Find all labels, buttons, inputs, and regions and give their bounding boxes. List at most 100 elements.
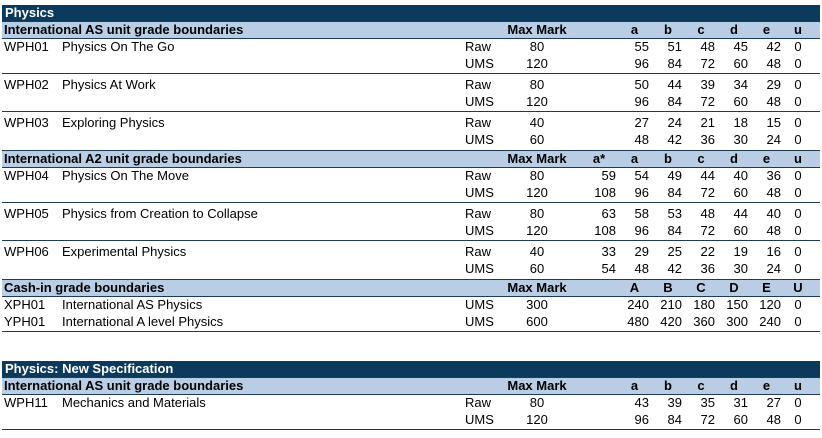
- group-header: International A2 unit grade boundaries Ma…: [2, 150, 820, 168]
- grade-value: 27: [766, 395, 781, 410]
- unit-name: Exploring Physics: [62, 115, 165, 130]
- grade-value: 27: [634, 115, 649, 130]
- grade-value: 72: [700, 94, 715, 109]
- max-mark-header: Max Mark: [507, 22, 567, 37]
- mark-type: Raw: [465, 77, 492, 92]
- qualification-name: International AS Physics: [62, 297, 203, 312]
- cashin-row: YPH01 International A level Physics UMS 600…: [2, 313, 820, 330]
- grade-value: 84: [667, 412, 682, 427]
- grade-value: 24: [667, 115, 682, 130]
- grade-value: 48: [766, 185, 781, 200]
- grade-value: 48: [634, 261, 649, 276]
- max-mark: 80: [529, 168, 545, 183]
- group-header-label: Cash-in grade boundaries: [4, 280, 165, 295]
- max-mark: 120: [526, 412, 548, 427]
- grade-header: c: [697, 151, 705, 166]
- grade-value: 59: [601, 168, 616, 183]
- grade-value: 0: [794, 244, 802, 259]
- grade-value: 51: [667, 39, 682, 54]
- grade-value: 36: [700, 261, 715, 276]
- qualification-name: International A level Physics: [62, 314, 224, 329]
- grade-value: 96: [634, 185, 649, 200]
- unit-row: UMS 120 96 84 72 60 48 0: [2, 93, 820, 110]
- group-header-label: International A2 unit grade boundaries: [4, 151, 242, 166]
- grade-value: 60: [733, 185, 748, 200]
- grade-value: 240: [759, 314, 781, 329]
- grade-value: 50: [634, 77, 649, 92]
- unit-row: UMS 120 108 96 84 72 60 48 0: [2, 184, 820, 201]
- grade-value: 0: [794, 297, 802, 312]
- max-mark-header: Max Mark: [507, 378, 567, 393]
- grade-value: 36: [700, 132, 715, 147]
- grade-value: 420: [660, 314, 682, 329]
- grade-value: 96: [634, 56, 649, 71]
- grade-value: 31: [733, 395, 748, 410]
- grade-value: 480: [627, 314, 649, 329]
- unit-row: UMS 120 108 96 84 72 60 48 0: [2, 222, 820, 239]
- grade-value: 55: [634, 39, 649, 54]
- max-mark: 120: [526, 94, 548, 109]
- grade-value: 0: [794, 395, 802, 410]
- grade-header: u: [794, 378, 802, 393]
- grade-value: 42: [667, 261, 682, 276]
- grade-value: 63: [601, 206, 616, 221]
- grade-value: 0: [794, 412, 802, 427]
- grade-value: 72: [700, 56, 715, 71]
- mark-type: UMS: [465, 132, 494, 147]
- unit-row: UMS 60 54 48 42 36 30 24 0: [2, 260, 820, 277]
- group-header: International AS unit grade boundaries Ma…: [2, 21, 820, 39]
- max-mark: 300: [526, 297, 548, 312]
- grade-value: 72: [700, 185, 715, 200]
- section-title: Physics: New Specification: [2, 361, 820, 377]
- unit-row: WPH06 Experimental Physics Raw 40 33 29 25 22 19…: [2, 243, 820, 260]
- grade-value: 300: [726, 314, 748, 329]
- unit-row: WPH05 Physics from Creation to Collapse Ra…: [2, 205, 820, 222]
- grade-header: d: [730, 151, 738, 166]
- grade-value: 48: [700, 39, 715, 54]
- grade-value: 84: [667, 56, 682, 71]
- grade-header: c: [697, 22, 705, 37]
- grade-value: 53: [667, 206, 682, 221]
- grade-value: 84: [667, 94, 682, 109]
- grade-value: 0: [794, 314, 802, 329]
- grade-value: 45: [733, 39, 748, 54]
- row-separator: [2, 429, 820, 430]
- row-separator: [2, 240, 820, 241]
- grade-value: 42: [766, 39, 781, 54]
- grade-header: B: [663, 280, 673, 295]
- grade-value: 108: [594, 185, 616, 200]
- group-header-label: International AS unit grade boundaries: [4, 22, 244, 37]
- mark-type: UMS: [465, 94, 494, 109]
- grade-value: 48: [766, 56, 781, 71]
- unit-row: UMS 120 96 84 72 60 48 0: [2, 55, 820, 72]
- unit-row: UMS 60 48 42 36 30 24 0: [2, 131, 820, 148]
- unit-name: Mechanics and Materials: [62, 395, 206, 410]
- grade-value: 39: [667, 395, 682, 410]
- grade-value: 30: [733, 261, 748, 276]
- unit-name: Experimental Physics: [62, 244, 187, 259]
- grade-value: 43: [634, 395, 649, 410]
- mark-type: Raw: [465, 206, 492, 221]
- grade-header: u: [794, 22, 802, 37]
- mark-type: UMS: [465, 223, 494, 238]
- grade-value: 24: [766, 261, 781, 276]
- grade-header: a: [630, 22, 639, 37]
- max-mark: 120: [526, 223, 548, 238]
- grade-value: 108: [594, 223, 616, 238]
- grade-value: 96: [634, 412, 649, 427]
- grade-header: d: [730, 378, 738, 393]
- grade-header: c: [697, 378, 705, 393]
- grade-value: 29: [766, 77, 781, 92]
- cashin-row: XPH01 International AS Physics UMS 300 240 21…: [2, 296, 820, 313]
- grade-value: 0: [794, 77, 802, 92]
- max-mark-header: Max Mark: [507, 151, 567, 166]
- grade-value: 48: [700, 206, 715, 221]
- grade-value: 54: [634, 168, 649, 183]
- grade-value: 150: [726, 297, 748, 312]
- unit-code: WPH11: [4, 395, 48, 410]
- grade-header: b: [664, 151, 672, 166]
- grade-value: 96: [634, 94, 649, 109]
- grade-value: 60: [733, 412, 748, 427]
- grade-value: 48: [766, 223, 781, 238]
- grade-value: 21: [700, 115, 715, 130]
